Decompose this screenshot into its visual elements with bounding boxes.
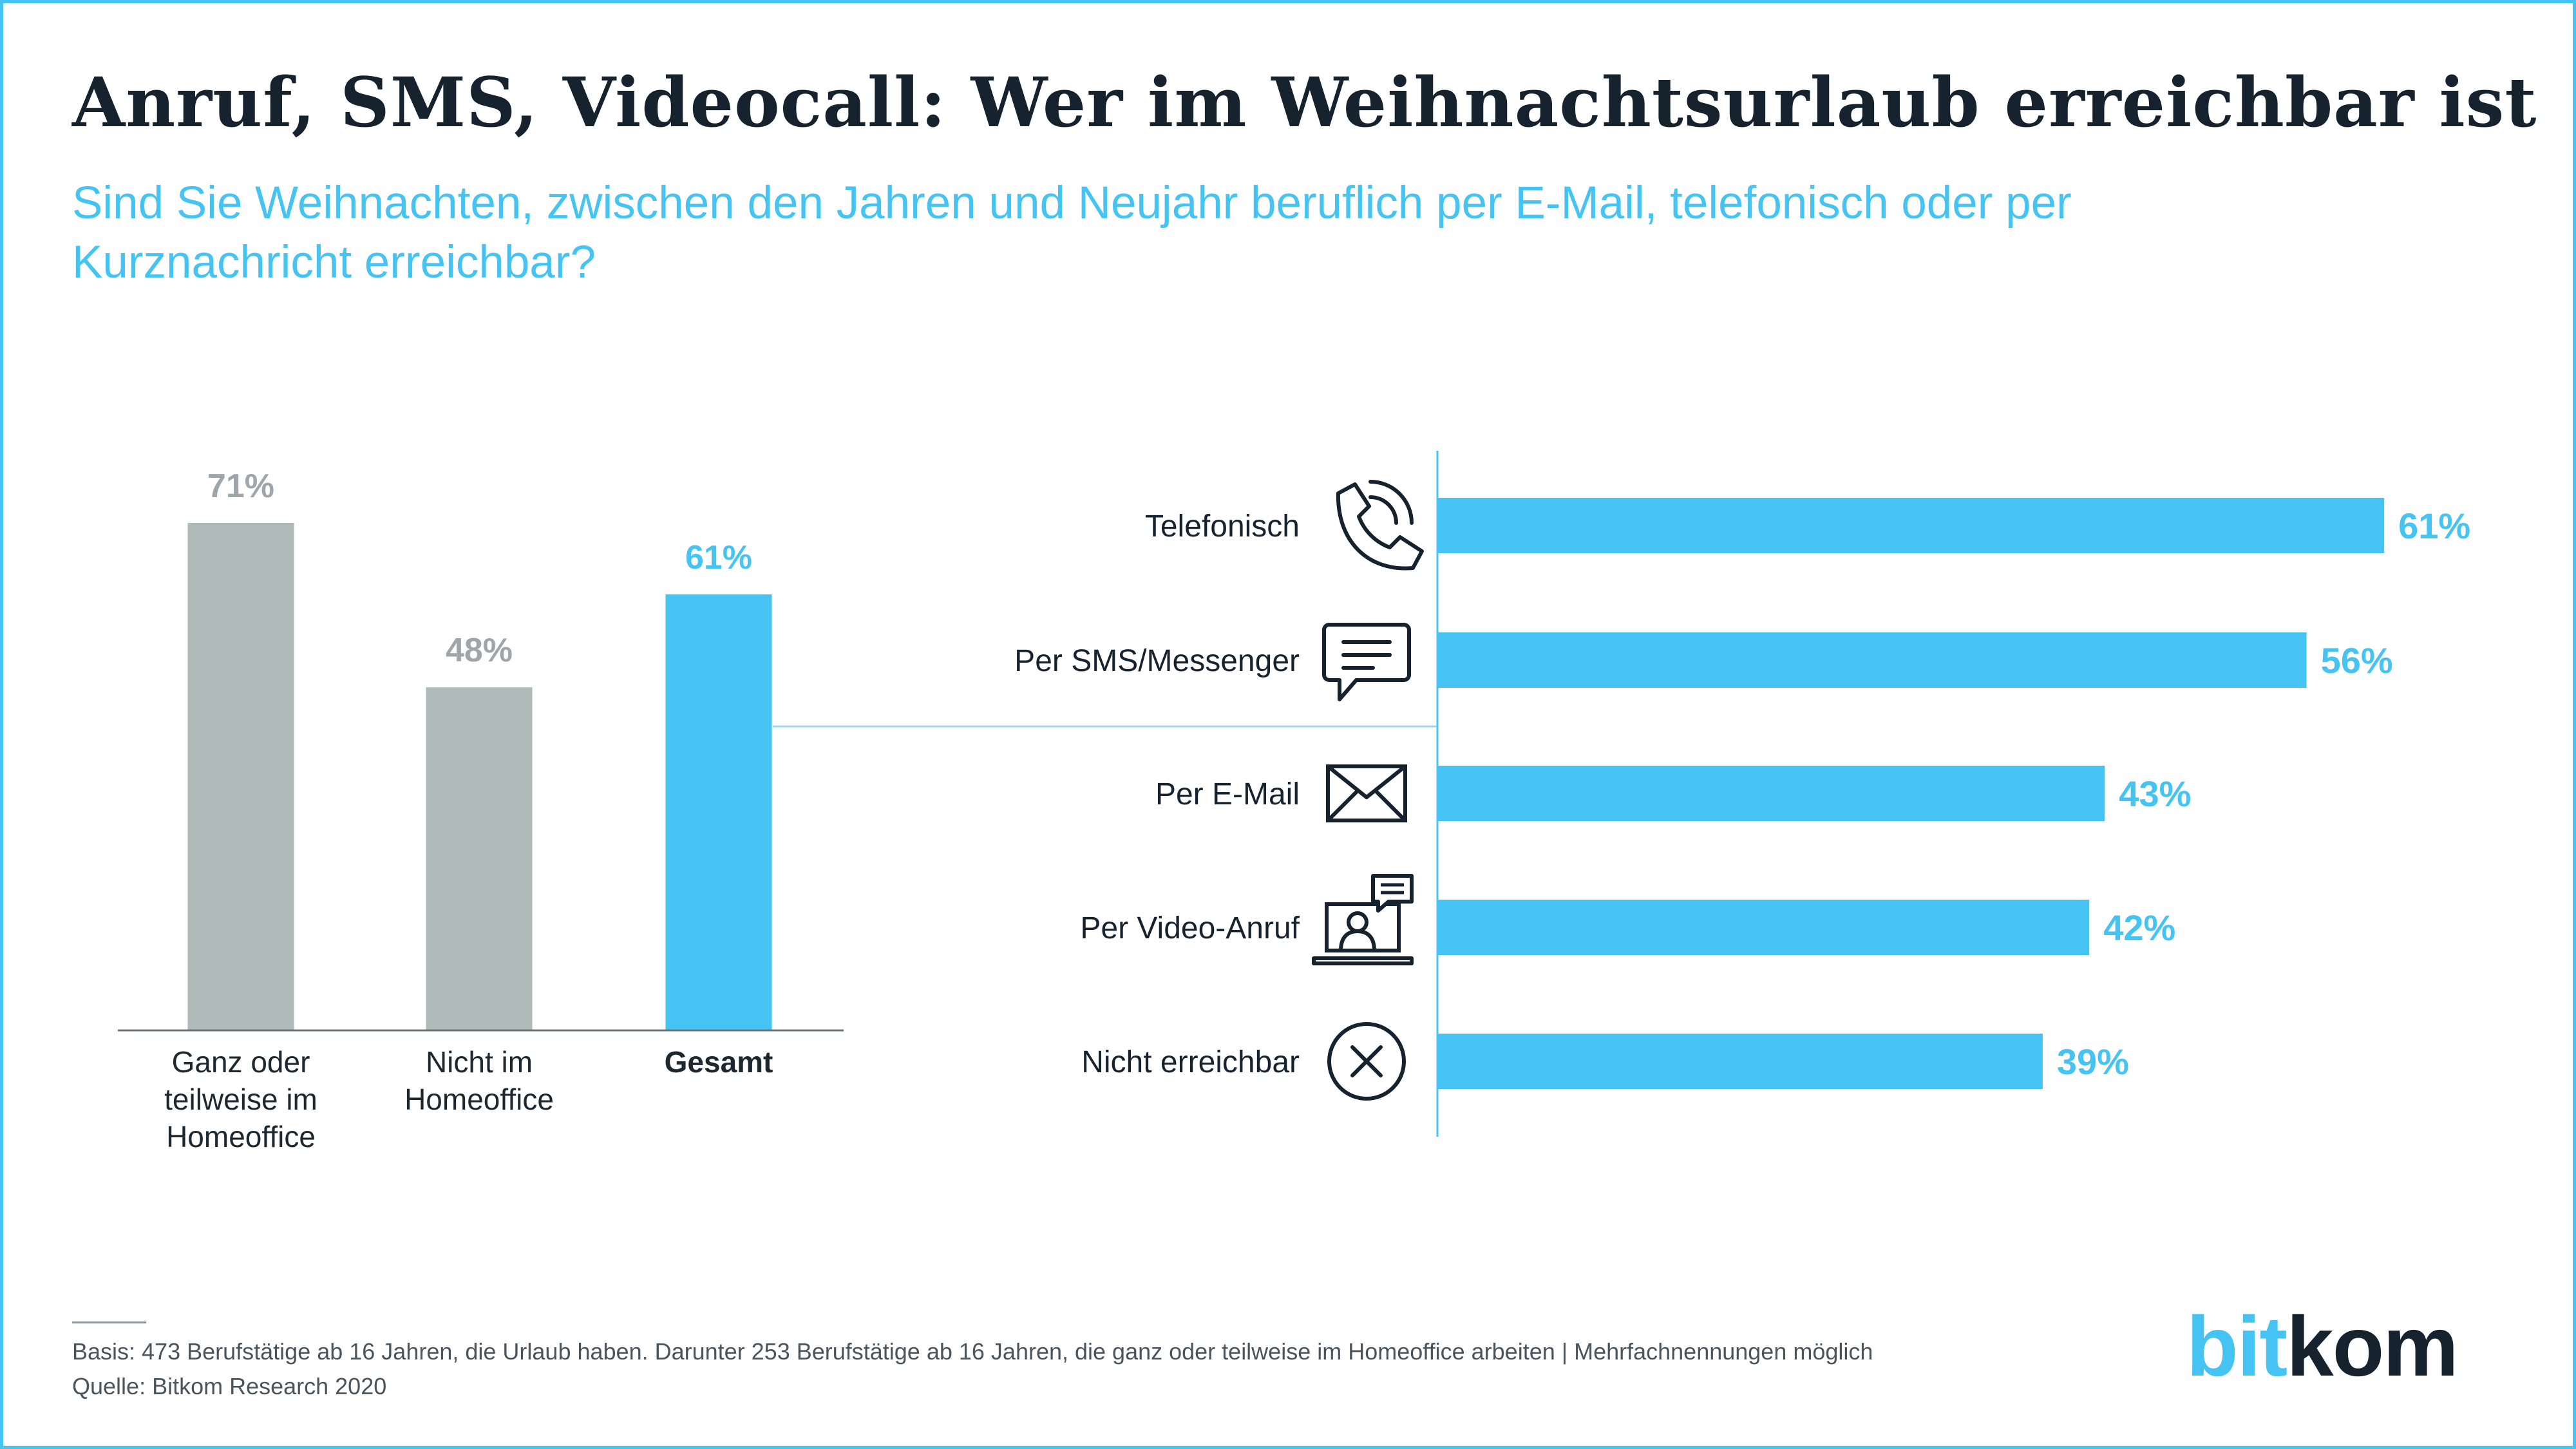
left-bar-value-label: 48% — [446, 632, 513, 669]
right-category-label: Per SMS/Messenger — [1014, 644, 1300, 678]
left-category-label: Ganz oder teilweise im Homeoffice — [164, 1045, 317, 1153]
video-call-person-head — [1347, 911, 1368, 933]
chat-bubble-outline — [1322, 623, 1411, 701]
phone-icon — [1336, 480, 1424, 571]
x-circle-icon — [1327, 1022, 1406, 1101]
phone-icon-handset — [1336, 482, 1424, 571]
footnote: Basis: 473 Berufstätige ab 16 Jahren, di… — [72, 1334, 1873, 1404]
left-category-label: Gesamt — [664, 1045, 773, 1079]
phone-icon-wave — [1368, 480, 1414, 525]
bitkom-logo: bitkom — [2186, 1299, 2459, 1394]
right-bar — [1437, 766, 2105, 821]
page-subtitle: Sind Sie Weihnachten, zwischen den Jahre… — [72, 178, 2072, 288]
x-circle-cross — [1350, 1045, 1383, 1077]
right-bar-value-label: 61% — [2398, 506, 2470, 546]
envelope-body — [1326, 764, 1407, 822]
right-bar-value-label: 56% — [2321, 640, 2393, 681]
left-bar-chart: 71% 48% 61% — [118, 468, 1437, 1032]
right-bar-value-label: 43% — [2119, 773, 2191, 814]
left-bar-value-label: 61% — [685, 539, 752, 576]
page-title: Anruf, SMS, Videocall: Wer im Weihnachts… — [72, 62, 2537, 142]
envelope-flap — [1326, 764, 1407, 822]
footnote-basis: Basis: 473 Berufstätige ab 16 Jahren, di… — [72, 1338, 1873, 1365]
right-category-label: Telefonisch — [1145, 509, 1300, 544]
right-category-label: Per E-Mail — [1155, 777, 1300, 811]
video-call-screen — [1325, 902, 1401, 952]
left-bar — [187, 522, 294, 1030]
right-bar — [1437, 632, 2307, 688]
right-bar — [1437, 498, 2385, 553]
right-category-label: Nicht erreichbar — [1081, 1045, 1300, 1079]
chat-bubble-icon — [1322, 623, 1411, 701]
right-bar-value-label: 39% — [2057, 1041, 2129, 1082]
phone-icon-wave — [1368, 495, 1398, 525]
right-bar-chart: 61% Telefonisch 56% Per SMS/Messenger 43% Per… — [1014, 451, 2470, 1137]
right-bar-value-label: 42% — [2103, 907, 2175, 948]
footnote-source: Quelle: Bitkom Research 2020 — [72, 1373, 387, 1399]
right-bar — [1437, 1034, 2043, 1089]
video-call-person-body — [1339, 929, 1376, 951]
right-bar — [1437, 900, 2090, 955]
left-bar — [426, 687, 533, 1030]
left-bar-value-label: 71% — [207, 468, 274, 505]
left-bar — [665, 594, 772, 1030]
right-category-label: Per Video-Anruf — [1080, 911, 1300, 945]
video-call-icon — [1312, 874, 1414, 965]
footnote-divider — [72, 1321, 146, 1323]
left-category-label: Nicht im Homeoffice — [404, 1045, 554, 1116]
envelope-icon — [1326, 764, 1407, 822]
video-call-base — [1312, 956, 1414, 965]
x-circle-ring — [1327, 1022, 1406, 1101]
